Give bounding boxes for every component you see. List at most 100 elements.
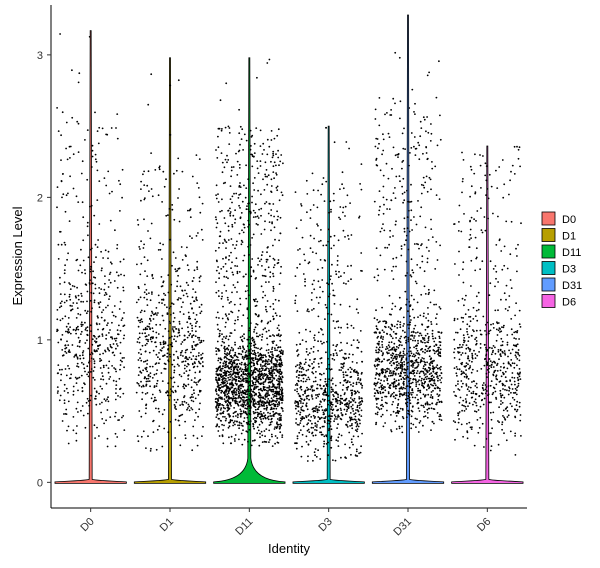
data-point [383, 331, 385, 333]
data-point [262, 328, 265, 331]
data-point [264, 220, 266, 223]
data-point [90, 357, 93, 360]
data-point [162, 280, 165, 283]
data-point [272, 272, 274, 275]
data-point [80, 172, 83, 175]
data-point [82, 350, 85, 352]
data-point [112, 379, 115, 382]
data-point [337, 414, 340, 417]
data-point [95, 256, 97, 259]
data-point [336, 354, 338, 357]
data-point [193, 348, 196, 351]
data-point [114, 445, 117, 448]
data-point [316, 206, 319, 209]
data-point [323, 372, 325, 375]
data-point [64, 344, 67, 347]
data-point [240, 361, 243, 364]
data-point [167, 391, 170, 394]
data-point [270, 229, 272, 232]
data-point [184, 351, 187, 354]
data-point [152, 318, 155, 320]
data-point [357, 435, 360, 438]
data-point [389, 374, 392, 377]
data-point [381, 384, 384, 386]
data-point [65, 352, 68, 354]
data-point [101, 375, 104, 378]
data-point [215, 425, 218, 428]
data-point [223, 357, 226, 359]
data-point [123, 429, 126, 431]
data-point [323, 425, 325, 428]
data-point [77, 313, 80, 315]
data-point [432, 389, 434, 392]
data-point [185, 402, 188, 404]
data-point [247, 338, 250, 341]
data-point [385, 162, 388, 165]
data-point [267, 401, 270, 404]
data-point [226, 296, 229, 299]
data-point [108, 298, 110, 300]
data-point [380, 388, 383, 391]
data-point [356, 404, 359, 407]
data-point [152, 313, 155, 316]
data-point [221, 292, 223, 294]
data-point [313, 389, 315, 392]
data-point [224, 263, 227, 265]
data-point [407, 323, 409, 326]
data-point [85, 284, 88, 286]
data-point [112, 351, 115, 354]
data-point [332, 408, 335, 411]
data-point [190, 379, 193, 381]
data-point [186, 321, 189, 324]
data-point [300, 379, 303, 382]
data-point [330, 275, 332, 277]
data-point [356, 428, 359, 430]
data-point [347, 420, 349, 423]
data-point [161, 298, 163, 301]
data-point [191, 449, 194, 452]
data-point [405, 303, 408, 306]
data-point [339, 407, 342, 410]
data-point [143, 243, 146, 246]
data-point [76, 307, 79, 309]
data-point [196, 266, 199, 269]
data-point [177, 79, 180, 82]
data-point [141, 398, 144, 401]
data-point [428, 386, 431, 389]
data-point [178, 297, 180, 299]
data-point [253, 177, 256, 179]
data-point [378, 360, 381, 363]
data-point [378, 209, 381, 212]
data-point [162, 170, 165, 173]
data-point [234, 286, 236, 289]
data-point [194, 335, 197, 337]
data-point [421, 357, 424, 359]
data-point [89, 299, 92, 302]
data-point [332, 354, 335, 357]
data-point [138, 332, 141, 335]
data-point [276, 185, 279, 188]
data-point [327, 357, 329, 360]
data-point [103, 294, 106, 296]
data-point [273, 177, 275, 180]
data-point [401, 363, 403, 366]
data-point [431, 384, 434, 387]
data-point [403, 363, 406, 366]
data-point [255, 347, 258, 349]
data-point [219, 357, 222, 360]
data-point [274, 400, 276, 402]
data-point [341, 183, 343, 186]
data-point [332, 320, 335, 322]
data-point [84, 342, 87, 344]
data-point [255, 403, 257, 405]
data-point [336, 343, 339, 346]
data-point [265, 404, 268, 407]
data-point [111, 190, 113, 193]
data-point [194, 371, 197, 374]
data-point [266, 417, 269, 419]
data-point [279, 364, 281, 366]
data-point [221, 380, 224, 382]
data-point [57, 258, 60, 260]
data-point [323, 400, 326, 402]
data-point [267, 381, 270, 384]
